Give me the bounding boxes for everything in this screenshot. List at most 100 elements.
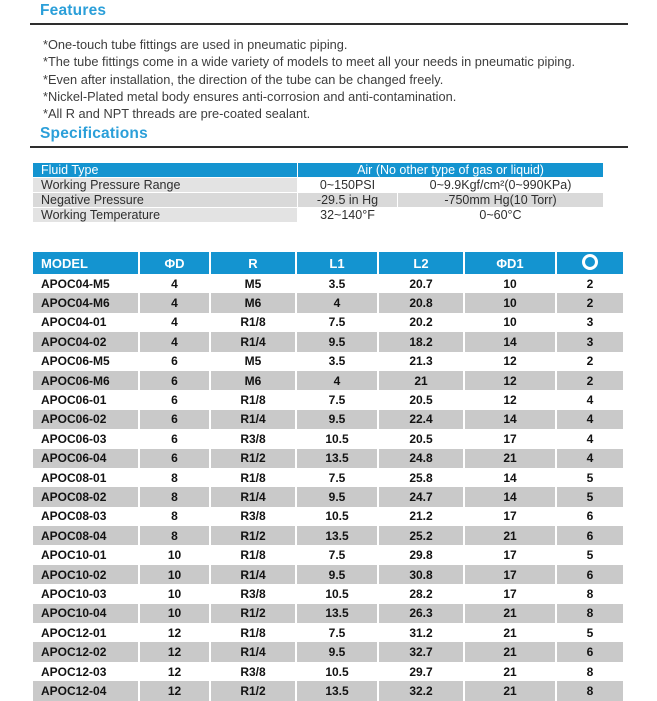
column-header-circle [555, 252, 623, 274]
phi-d1-cell: 21 [463, 681, 555, 701]
l1-cell: 9.5 [295, 564, 377, 585]
circle-cell: 3 [555, 332, 623, 352]
l1-cell: 10.5 [295, 584, 377, 604]
l1-cell: 3.5 [295, 351, 377, 371]
circle-cell: 8 [555, 661, 623, 682]
phi-d-cell: 10 [138, 603, 209, 624]
l2-cell: 20.2 [377, 312, 463, 333]
l1-cell: 10.5 [295, 506, 377, 527]
l1-cell: 3.5 [295, 274, 377, 294]
table-row: APOC04-02 4 R1/4 9.5 18.2 14 3 [33, 332, 623, 352]
l2-cell: 29.7 [377, 661, 463, 682]
phi-d-cell: 6 [138, 351, 209, 371]
phi-d1-cell: 12 [463, 390, 555, 410]
specifications-section: Specifications [30, 125, 628, 148]
l2-cell: 28.2 [377, 584, 463, 604]
l1-cell: 13.5 [295, 526, 377, 546]
l1-cell: 9.5 [295, 487, 377, 507]
l1-cell: 13.5 [295, 448, 377, 468]
circle-cell: 5 [555, 623, 623, 643]
feature-item: *Nickel-Plated metal body ensures anti-c… [43, 88, 457, 104]
model-cell: APOC06-M5 [41, 354, 110, 369]
model-table-body: APOC04-M5 4 M5 3.5 20.7 10 2 APOC04-M6 4… [33, 274, 623, 701]
table-row: APOC06-02 6 R1/4 9.5 22.4 14 4 [33, 409, 623, 430]
circle-cell: 5 [555, 545, 623, 565]
phi-d-cell: 10 [138, 545, 209, 565]
circle-cell: 8 [555, 584, 623, 604]
l1-cell: 9.5 [295, 332, 377, 352]
l2-cell: 32.7 [377, 642, 463, 662]
column-header-phi-d1: ΦD1 [463, 252, 555, 274]
spec-value: 0~60°C [397, 208, 604, 223]
phi-d1-cell: 21 [463, 448, 555, 468]
table-row: APOC10-04 10 R1/2 13.5 26.3 21 8 [33, 603, 623, 624]
model-cell: APOC08-04 [33, 526, 138, 546]
model-cell: APOC12-04 [33, 681, 138, 701]
r-cell: R3/8 [209, 429, 295, 449]
r-cell: R1/8 [209, 545, 295, 565]
phi-d1-cell: 17 [463, 564, 555, 585]
table-row: APOC06-M5 6 M5 3.5 21.3 12 2 [33, 351, 623, 371]
circle-cell: 6 [555, 642, 623, 662]
l1-cell: 7.5 [295, 390, 377, 410]
circle-cell: 2 [555, 370, 623, 391]
phi-d1-cell: 12 [463, 370, 555, 391]
spec-value: Air (No other type of gas or liquid) [297, 163, 604, 178]
l2-cell: 29.8 [377, 545, 463, 565]
phi-d1-cell: 10 [463, 274, 555, 294]
r-cell: R1/4 [209, 409, 295, 430]
table-row: APOC08-02 8 R1/4 9.5 24.7 14 5 [33, 487, 623, 507]
table-row: APOC08-04 8 R1/2 13.5 25.2 21 6 [33, 526, 623, 546]
phi-d-cell: 12 [138, 661, 209, 682]
r-cell: R1/8 [209, 623, 295, 643]
r-cell: R1/4 [209, 332, 295, 352]
phi-d-cell: 4 [138, 293, 209, 313]
l1-cell: 10.5 [295, 661, 377, 682]
model-cell: APOC06-02 [33, 409, 138, 430]
features-heading: Features [30, 2, 628, 25]
circle-cell: 3 [555, 312, 623, 333]
circle-cell: 5 [555, 487, 623, 507]
circle-cell: 6 [555, 526, 623, 546]
spec-row: Working Pressure Range 0~150PSI 0~9.9Kgf… [33, 178, 604, 193]
model-cell: APOC06-M6 [33, 370, 138, 391]
l2-cell: 32.2 [377, 681, 463, 701]
column-header-r: R [209, 252, 295, 274]
phi-d1-cell: 21 [463, 526, 555, 546]
phi-d-cell: 12 [138, 623, 209, 643]
r-cell: R1/2 [209, 681, 295, 701]
table-row: APOC06-03 6 R3/8 10.5 20.5 17 4 [33, 429, 623, 449]
phi-d-cell: 6 [138, 429, 209, 449]
phi-d1-cell: 10 [463, 293, 555, 313]
circle-cell: 8 [555, 603, 623, 624]
model-cell: APOC08-03 [41, 509, 107, 524]
spec-row: Negative Pressure -29.5 in Hg -750mm Hg(… [33, 193, 604, 208]
l2-cell: 20.5 [377, 429, 463, 449]
circle-cell: 6 [555, 564, 623, 585]
phi-d1-cell: 17 [463, 545, 555, 565]
l2-cell: 26.3 [377, 603, 463, 624]
phi-d-cell: 8 [138, 506, 209, 527]
l1-cell: 7.5 [295, 623, 377, 643]
model-cell: APOC10-03 [41, 586, 107, 601]
phi-d-cell: 6 [138, 390, 209, 410]
l2-cell: 20.7 [377, 274, 463, 294]
model-cell: APOC10-01 [41, 548, 107, 563]
model-cell: APOC10-04 [33, 603, 138, 624]
phi-d1-cell: 10 [463, 312, 555, 333]
phi-d1-cell: 17 [463, 429, 555, 449]
feature-item: *One-touch tube fittings are used in pne… [43, 37, 348, 52]
column-header-phi-d: ΦD [138, 252, 209, 274]
column-header-l2: L2 [377, 252, 463, 274]
phi-d1-cell: 21 [463, 603, 555, 624]
circle-icon [582, 254, 598, 270]
r-cell: R1/4 [209, 487, 295, 507]
phi-d1-cell: 14 [463, 409, 555, 430]
circle-cell: 4 [555, 409, 623, 430]
phi-d1-cell: 17 [463, 506, 555, 527]
phi-d-cell: 6 [138, 370, 209, 391]
table-row: APOC06-04 6 R1/2 13.5 24.8 21 4 [33, 448, 623, 468]
model-cell: APOC04-01 [41, 315, 107, 330]
phi-d-cell: 12 [138, 681, 209, 701]
spec-value: -29.5 in Hg [297, 193, 397, 208]
